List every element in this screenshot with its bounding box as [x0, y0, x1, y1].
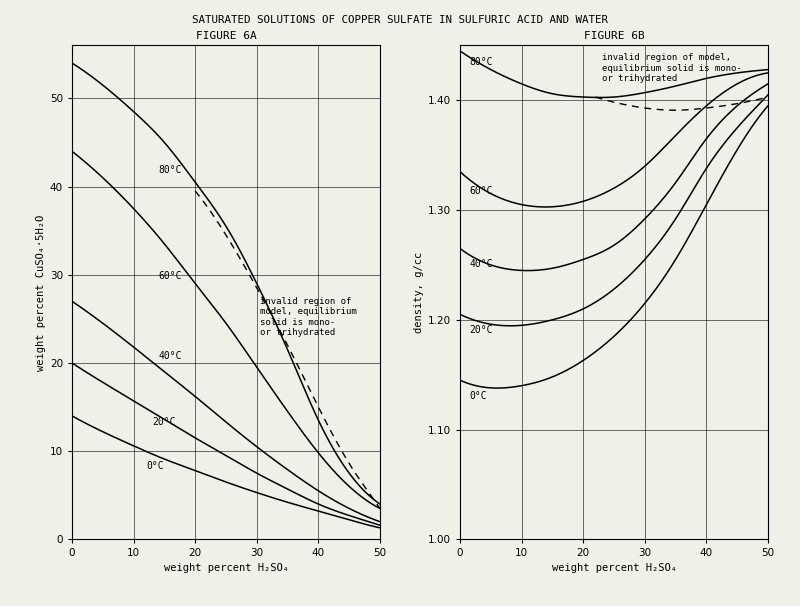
Text: invalid region of
model, equilibrium
solid is mono-
or trihydrated: invalid region of model, equilibrium sol… — [260, 297, 357, 337]
X-axis label: weight percent H₂SO₄: weight percent H₂SO₄ — [551, 562, 677, 573]
Text: invalid region of model,
equilibrium solid is mono-
or trihydrated: invalid region of model, equilibrium sol… — [602, 53, 742, 83]
Text: 20°C: 20°C — [470, 325, 493, 335]
Text: 20°C: 20°C — [152, 417, 175, 427]
Y-axis label: density, g/cc: density, g/cc — [414, 251, 424, 333]
Text: 80°C: 80°C — [470, 57, 493, 67]
Text: 60°C: 60°C — [470, 185, 493, 196]
Text: 40°C: 40°C — [470, 259, 493, 269]
Text: SATURATED SOLUTIONS OF COPPER SULFATE IN SULFURIC ACID AND WATER: SATURATED SOLUTIONS OF COPPER SULFATE IN… — [192, 15, 608, 25]
Text: 0°C: 0°C — [470, 391, 487, 401]
Y-axis label: weight percent CuSO₄·5H₂O: weight percent CuSO₄·5H₂O — [36, 215, 46, 370]
Text: 0°C: 0°C — [146, 461, 163, 471]
Title: FIGURE 6A: FIGURE 6A — [196, 30, 256, 41]
X-axis label: weight percent H₂SO₄: weight percent H₂SO₄ — [163, 562, 289, 573]
Text: 60°C: 60°C — [158, 271, 182, 281]
Text: 80°C: 80°C — [158, 165, 182, 175]
Title: FIGURE 6B: FIGURE 6B — [584, 30, 644, 41]
Text: 40°C: 40°C — [158, 350, 182, 361]
